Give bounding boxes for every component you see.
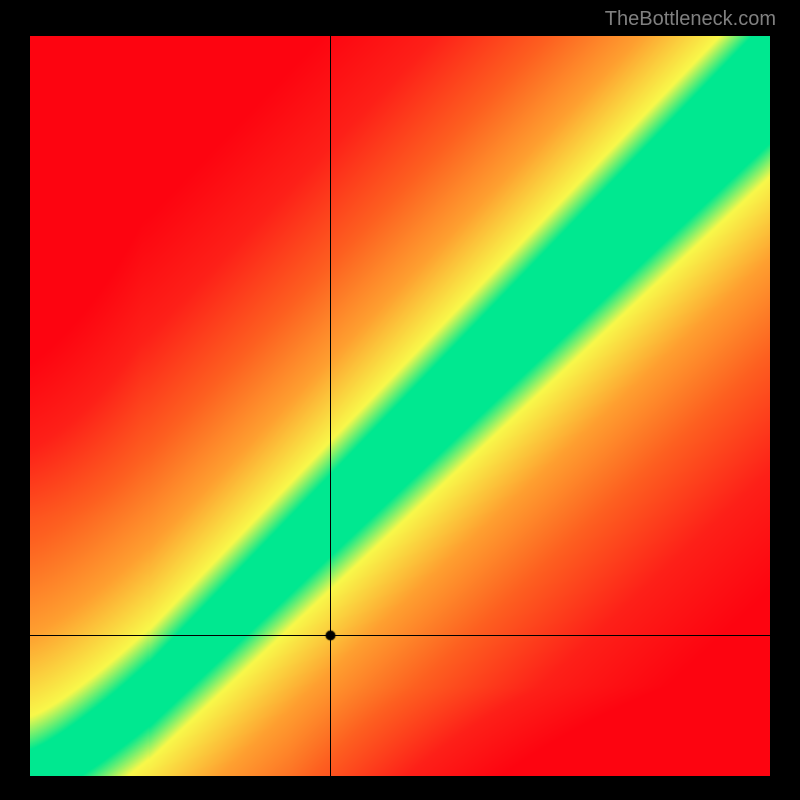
crosshair-vertical <box>330 36 331 776</box>
watermark-text: TheBottleneck.com <box>605 8 776 31</box>
chart-container: TheBottleneck.com <box>0 0 800 800</box>
crosshair-point-canvas <box>30 36 770 776</box>
crosshair-horizontal <box>30 635 770 636</box>
heatmap-plot <box>30 36 770 776</box>
